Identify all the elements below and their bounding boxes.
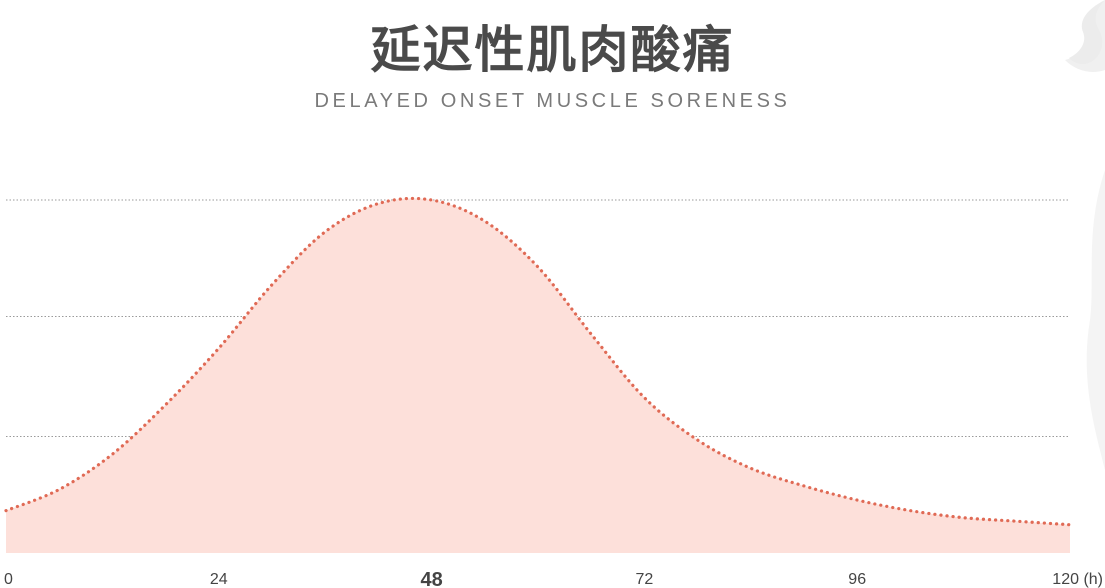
decorative-brush-stroke	[1065, 0, 1105, 470]
x-tick-label-96: 96	[848, 571, 866, 588]
x-tick-label-0: 0	[4, 571, 13, 588]
page-title: 延迟性肌肉酸痛	[370, 21, 735, 79]
x-tick-label-24: 24	[210, 571, 228, 588]
page-subtitle: DELAYED ONSET MUSCLE SORENESS	[314, 90, 791, 112]
x-tick-label-72: 72	[636, 571, 654, 588]
x-tick-label-120: 120 (h)	[1052, 571, 1103, 588]
x-tick-label-48: 48	[420, 569, 442, 588]
soreness-curve-line	[4, 196, 1072, 527]
x-axis-ticks: 0 24 48 72 96 120 (h)	[4, 569, 1103, 588]
soreness-area-fill	[6, 198, 1070, 553]
